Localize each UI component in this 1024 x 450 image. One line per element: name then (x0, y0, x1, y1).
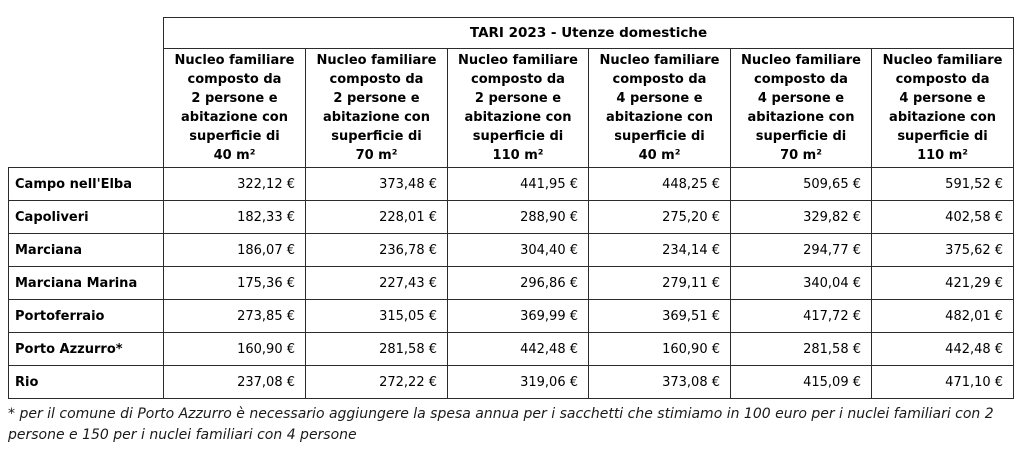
table-cell: 234,14 € (588, 233, 731, 267)
table-cell: 296,86 € (447, 266, 589, 300)
table-cell: 237,08 € (163, 365, 306, 399)
table-cell: 281,58 € (730, 332, 872, 366)
table-cell: 304,40 € (447, 233, 589, 267)
table-cell: 228,01 € (305, 200, 448, 234)
row-label: Rio (8, 365, 164, 399)
tari-table: TARI 2023 - Utenze domestiche Nucleo fam… (8, 17, 1015, 399)
table-cell: 275,20 € (588, 200, 731, 234)
table-row-campo-nell-elba: Campo nell'Elba 322,12 € 373,48 € 441,95… (8, 167, 1015, 201)
table-cell: 482,01 € (870, 299, 1015, 333)
column-header-2p-70m: Nucleo familiare composto da 2 persone e… (305, 48, 448, 168)
table-cell: 294,77 € (730, 233, 872, 267)
table-row-capoliveri: Capoliveri 182,33 € 228,01 € 288,90 € 27… (8, 200, 1015, 234)
row-label: Portoferraio (8, 299, 164, 333)
table-cell: 509,65 € (730, 167, 872, 201)
table-cell: 591,52 € (870, 167, 1015, 201)
table-cell: 373,08 € (588, 365, 731, 399)
header-row: Nucleo familiare composto da 2 persone e… (8, 48, 1015, 168)
table-cell: 182,33 € (163, 200, 306, 234)
table-row-marciana: Marciana 186,07 € 236,78 € 304,40 € 234,… (8, 233, 1015, 267)
table-cell: 227,43 € (305, 266, 448, 300)
table-cell: 375,62 € (870, 233, 1015, 267)
table-cell: 319,06 € (447, 365, 589, 399)
row-label: Campo nell'Elba (8, 167, 164, 201)
column-header-4p-40m: Nucleo familiare composto da 4 persone e… (588, 48, 731, 168)
footnote: * per il comune di Porto Azzurro è neces… (8, 406, 994, 443)
table-row-rio: Rio 237,08 € 272,22 € 319,06 € 373,08 € … (8, 365, 1015, 399)
table-cell: 288,90 € (447, 200, 589, 234)
column-header-2p-110m: Nucleo familiare composto da 2 persone e… (447, 48, 589, 168)
table-cell: 373,48 € (305, 167, 448, 201)
table-cell: 441,95 € (447, 167, 589, 201)
table-cell: 315,05 € (305, 299, 448, 333)
table-cell: 340,04 € (730, 266, 872, 300)
row-label: Marciana Marina (8, 266, 164, 300)
row-label: Capoliveri (8, 200, 164, 234)
title-row: TARI 2023 - Utenze domestiche (8, 17, 1015, 49)
table-row-porto-azzurro: Porto Azzurro* 160,90 € 281,58 € 442,48 … (8, 332, 1015, 366)
table-cell: 417,72 € (730, 299, 872, 333)
table-cell: 160,90 € (163, 332, 306, 366)
table-cell: 442,48 € (447, 332, 589, 366)
table-cell: 322,12 € (163, 167, 306, 201)
table-row-marciana-marina: Marciana Marina 175,36 € 227,43 € 296,86… (8, 266, 1015, 300)
table-cell: 160,90 € (588, 332, 731, 366)
table-cell: 442,48 € (870, 332, 1015, 366)
table-cell: 175,36 € (163, 266, 306, 300)
table-cell: 329,82 € (730, 200, 872, 234)
row-label: Porto Azzurro* (8, 332, 164, 366)
column-header-2p-40m: Nucleo familiare composto da 2 persone e… (163, 48, 306, 168)
table-cell: 448,25 € (588, 167, 731, 201)
table-cell: 273,85 € (163, 299, 306, 333)
table-cell: 369,99 € (447, 299, 589, 333)
column-header-4p-70m: Nucleo familiare composto da 4 persone e… (730, 48, 872, 168)
table-cell: 471,10 € (870, 365, 1015, 399)
table-cell: 279,11 € (588, 266, 731, 300)
column-header-4p-110m: Nucleo familiare composto da 4 persone e… (870, 48, 1015, 168)
table-row-portoferraio: Portoferraio 273,85 € 315,05 € 369,99 € … (8, 299, 1015, 333)
table-cell: 272,22 € (305, 365, 448, 399)
row-label: Marciana (8, 233, 164, 267)
table-cell: 281,58 € (305, 332, 448, 366)
table-spacer (8, 17, 164, 49)
table-cell: 236,78 € (305, 233, 448, 267)
table-cell: 369,51 € (588, 299, 731, 333)
table-cell: 415,09 € (730, 365, 872, 399)
table-cell: 421,29 € (870, 266, 1015, 300)
table-title: TARI 2023 - Utenze domestiche (162, 17, 1015, 49)
table-cell: 186,07 € (163, 233, 306, 267)
table-cell: 402,58 € (870, 200, 1015, 234)
table-spacer (8, 48, 164, 168)
